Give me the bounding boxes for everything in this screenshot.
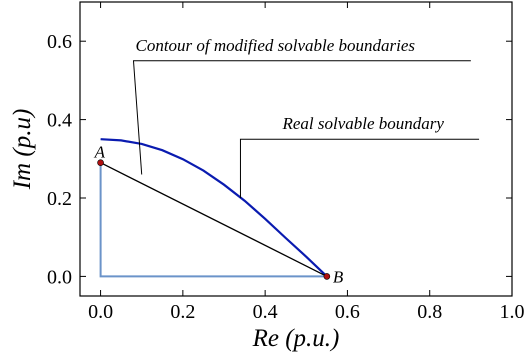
real-boundary-curve (100, 138, 328, 278)
x-tick-label: 1.0 (500, 301, 525, 323)
modified-boundary-line (100, 162, 328, 277)
plot-frame (79, 1, 513, 297)
x-tick-label: 0.4 (253, 301, 278, 323)
y-tick-label: 0.0 (47, 266, 72, 288)
point-label-a: A (94, 143, 106, 162)
annotation-label: Real solvable boundary (281, 114, 444, 133)
point-b (323, 273, 331, 280)
y-tick-label: 0.6 (47, 31, 72, 53)
y-axis-label: Im (p.u) (9, 109, 36, 191)
point-a (97, 159, 104, 167)
x-tick-label: 0.0 (88, 301, 113, 323)
modified-boundary-axes (99, 162, 327, 278)
x-tick-label: 0.6 (335, 301, 360, 323)
point-label-b: B (333, 267, 344, 286)
x-tick-label: 0.2 (170, 301, 195, 323)
annotation-leader (239, 138, 480, 198)
y-tick-label: 0.4 (47, 110, 72, 132)
x-axis-label: Re (p.u.) (252, 325, 340, 352)
annotation-label: Contour of modified solvable boundaries (135, 36, 415, 55)
x-tick-label: 0.8 (417, 301, 442, 323)
y-tick-label: 0.2 (47, 188, 72, 210)
annotation-leader (132, 60, 471, 175)
